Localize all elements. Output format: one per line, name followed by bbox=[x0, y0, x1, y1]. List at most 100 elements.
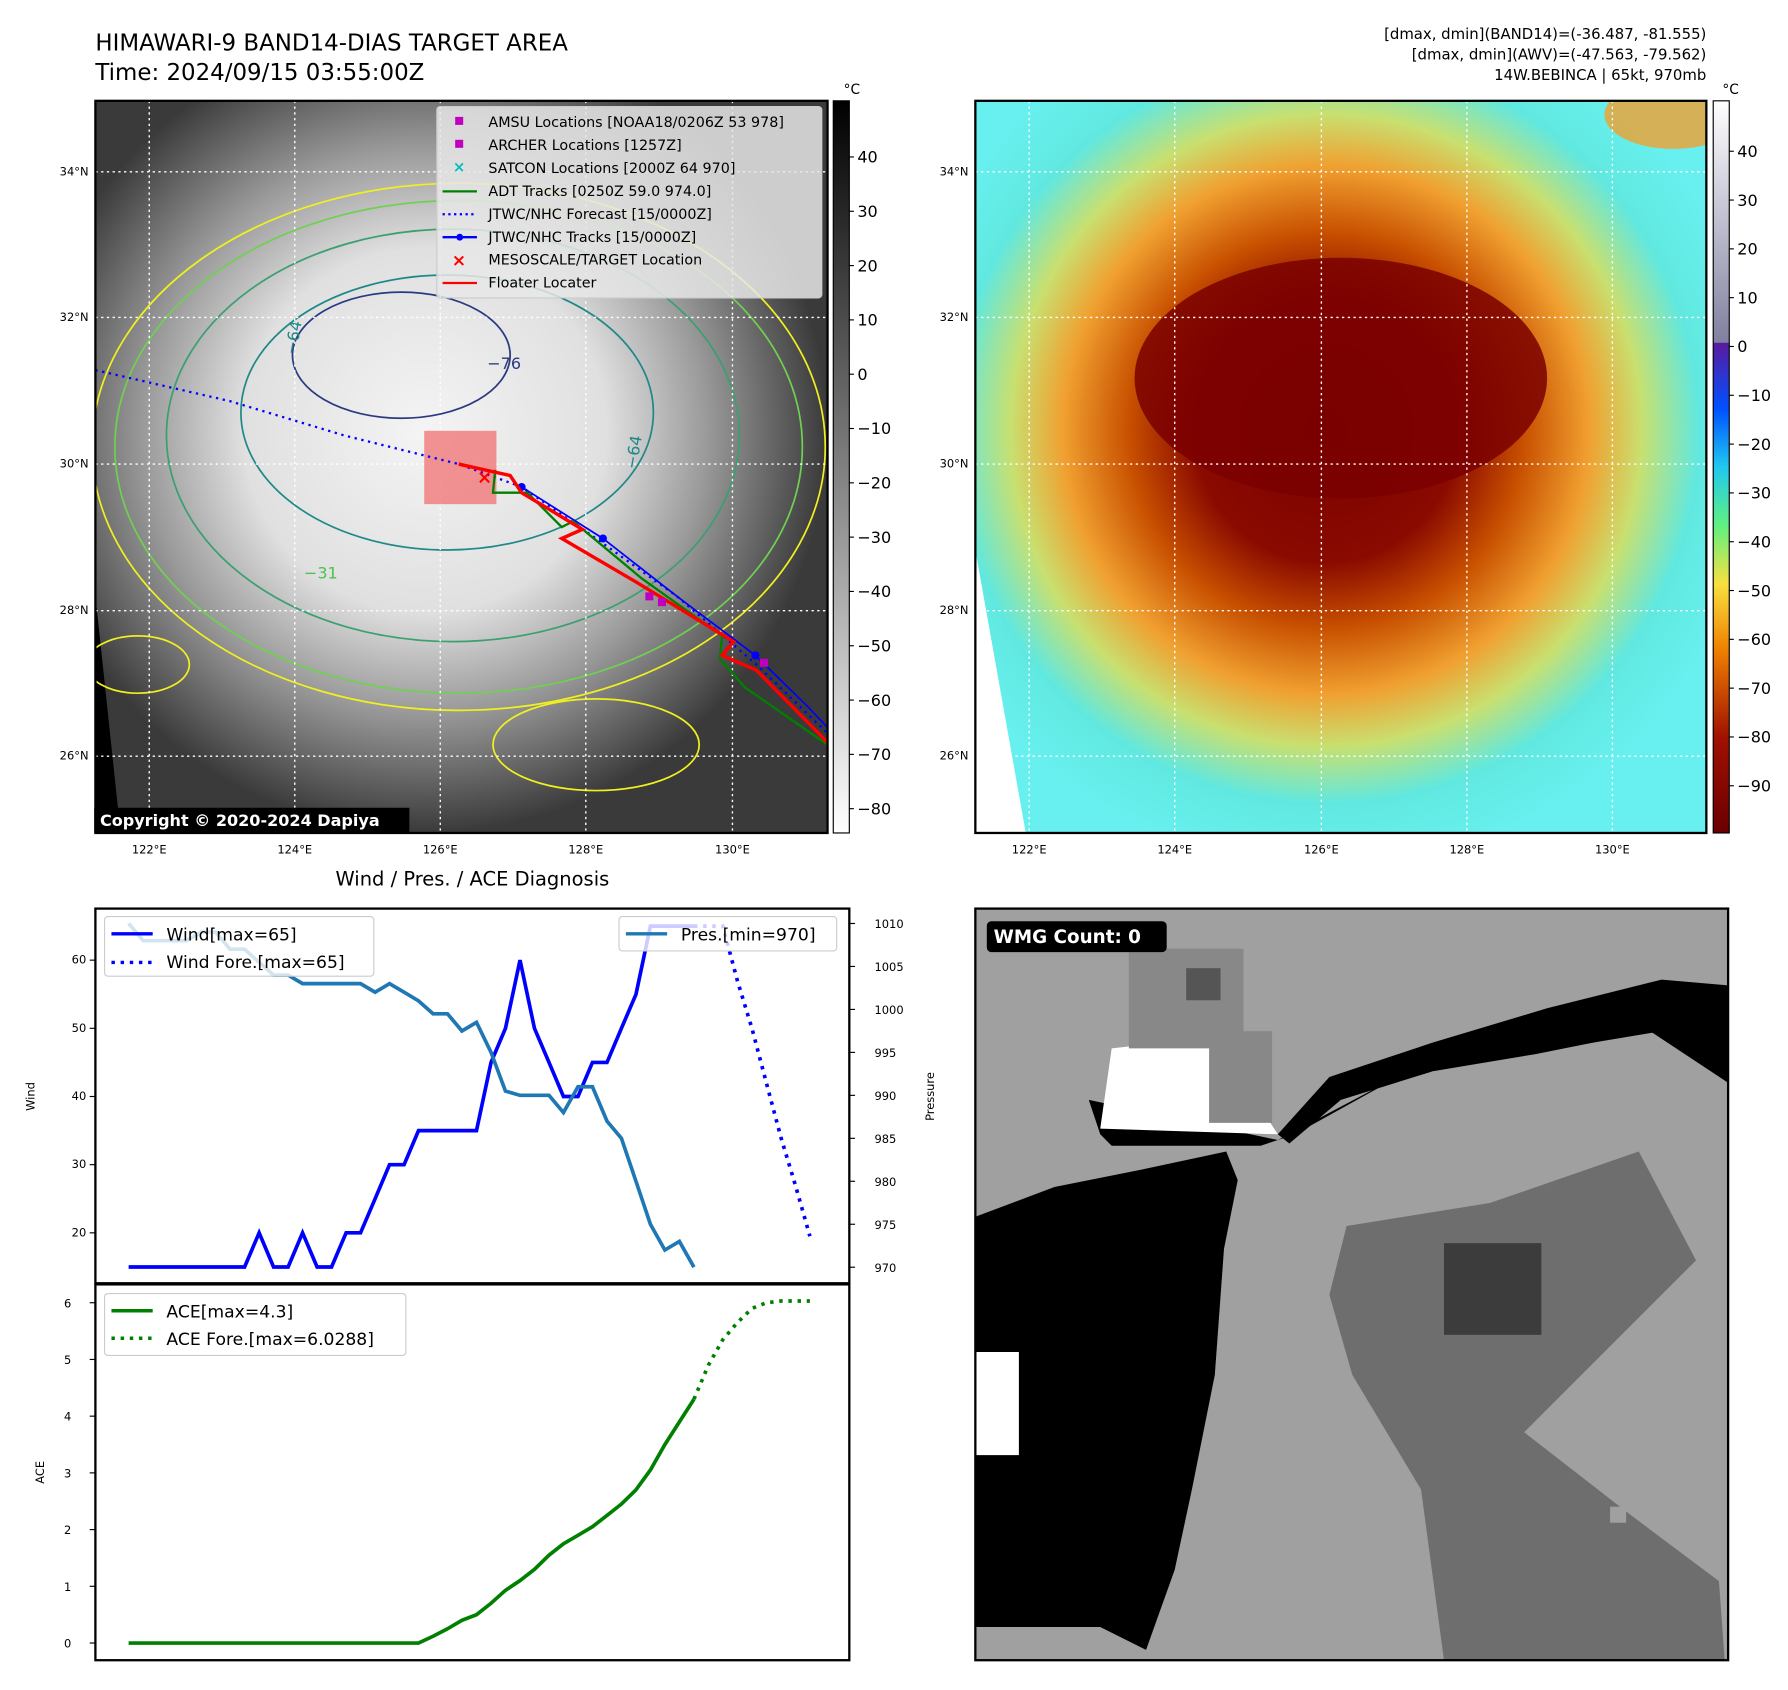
colorbar-left-ticks: 40 30 20 10 0 −10 −20 −30 −40 −50 −60 −70 −80 bbox=[849, 148, 891, 818]
wind-tick-label: 50 bbox=[72, 1021, 87, 1035]
pressure-tick-label: 990 bbox=[875, 1089, 897, 1103]
lat-tick-label: 34°N bbox=[60, 164, 89, 178]
copyright-box bbox=[94, 807, 410, 833]
pressure-tick-label: 1010 bbox=[875, 917, 904, 931]
legend-pressure: Pres.[min=970] bbox=[681, 926, 816, 946]
floater-locater-track bbox=[458, 462, 828, 744]
ace-axis-label: ACE bbox=[33, 1461, 47, 1484]
pressure-tick-label: 1000 bbox=[875, 1003, 904, 1017]
series-ace-fore-line bbox=[692, 1299, 810, 1400]
colorbar-tick-label: −40 bbox=[857, 582, 891, 601]
ace-tick-label: 5 bbox=[64, 1353, 71, 1367]
contour-label: −76 bbox=[487, 354, 521, 373]
pressure-tick-label: 980 bbox=[875, 1175, 897, 1189]
colorbar-left bbox=[832, 100, 850, 834]
colorbar-tick-label: −30 bbox=[857, 528, 891, 547]
lon-tick-label: 130°E bbox=[715, 843, 750, 857]
ace-marks: 0 1 2 3 4 5 6 bbox=[64, 1296, 810, 1651]
legend-ace: ACE[max=4.3] bbox=[166, 1303, 293, 1323]
legend-label: AMSU Locations [NOAA18/0206Z 53 978] bbox=[488, 115, 784, 131]
pressure-tick-label: 995 bbox=[875, 1046, 897, 1060]
awv-map-panel bbox=[975, 100, 1707, 833]
lon-tick-label: 126°E bbox=[1304, 843, 1339, 857]
no-data-area bbox=[95, 100, 121, 833]
lat-tick-label: 26°N bbox=[60, 749, 89, 763]
colorbar-tick-label: −70 bbox=[1737, 679, 1771, 698]
lon-tick-label: 122°E bbox=[132, 843, 167, 857]
legend-ace-forecast: ACE Fore.[max=6.0288] bbox=[166, 1330, 374, 1350]
colorbar-unit-right: °C bbox=[1722, 82, 1738, 98]
colorbar-tick-label: 20 bbox=[1737, 240, 1757, 259]
lat-tick-label: 26°N bbox=[940, 749, 969, 763]
pressure-tick-label: 975 bbox=[875, 1218, 897, 1232]
colorbar-tick-label: −10 bbox=[857, 419, 891, 438]
lat-tick-label: 28°N bbox=[940, 603, 969, 617]
awv-range: [dmax, dmin](AWV)=(-47.563, -79.562) bbox=[1412, 46, 1707, 64]
wind-tick-label: 20 bbox=[72, 1225, 87, 1239]
colorbar-tick-label: −80 bbox=[1737, 728, 1771, 747]
colorbar-tick-label: −90 bbox=[1737, 776, 1771, 795]
target-x-icon: × bbox=[452, 251, 466, 271]
legend-label: JTWC/NHC Tracks [15/0000Z] bbox=[487, 230, 696, 246]
colorbar-tick-label: −50 bbox=[1737, 581, 1771, 600]
colorbar-tick-label: 10 bbox=[1737, 288, 1757, 307]
copyright: Copyright © 2020-2024 Dapiya bbox=[100, 811, 380, 830]
lat-tick-label: 30°N bbox=[60, 456, 89, 470]
series-ace-line bbox=[128, 1398, 696, 1645]
target-location-marker: × bbox=[477, 468, 492, 489]
awv-map-frame bbox=[974, 99, 1708, 835]
legend-label: SATCON Locations [2000Z 64 970] bbox=[488, 161, 735, 177]
ace-tick-label: 3 bbox=[64, 1466, 71, 1480]
ace-tick-label: 6 bbox=[64, 1296, 71, 1310]
map-axis-ticks: 34°N 34°N 32°N 32°N 30°N 30°N 28°N 28°N 26°N 26°N… bbox=[60, 164, 1630, 856]
wmg-count: WMG Count: 0 bbox=[994, 927, 1141, 948]
lat-tick-label: 28°N bbox=[60, 603, 89, 617]
lat-tick-label: 32°N bbox=[60, 310, 89, 324]
colorbar-tick-label: −20 bbox=[1737, 435, 1771, 454]
lon-tick-label: 124°E bbox=[277, 843, 312, 857]
ace-tick-label: 1 bbox=[64, 1580, 71, 1594]
colorbar-tick-label: −60 bbox=[857, 691, 891, 710]
satcon-marker-icon: × bbox=[453, 158, 465, 176]
colorbar-tick-label: 10 bbox=[857, 311, 877, 330]
colorbar-tick-label: 30 bbox=[1737, 191, 1757, 210]
legend-wind-forecast: Wind Fore.[max=65] bbox=[166, 953, 344, 973]
ace-tick-label: 2 bbox=[64, 1523, 71, 1537]
legend-label: Floater Locater bbox=[488, 276, 596, 292]
ace-tick-label: 4 bbox=[64, 1410, 71, 1424]
colorbar-tick-label: −60 bbox=[1737, 630, 1771, 649]
colorbar-right bbox=[1712, 100, 1730, 834]
legend-label: JTWC/NHC Forecast [15/0000Z] bbox=[487, 207, 712, 223]
wind-tick-label: 40 bbox=[72, 1089, 87, 1103]
colorbar-tick-label: −40 bbox=[1737, 532, 1771, 551]
map-legend: × × AMSU Locations [NOAA18/0206Z 53 978]… bbox=[436, 105, 823, 299]
lon-tick-label: 128°E bbox=[568, 843, 603, 857]
pressure-tick-label: 1005 bbox=[875, 960, 904, 974]
colorbar-tick-label: 30 bbox=[857, 202, 877, 221]
legend-label: MESOSCALE/TARGET Location bbox=[488, 253, 702, 269]
colorbar-tick-label: 40 bbox=[1737, 142, 1757, 161]
archer-marker-icon bbox=[455, 139, 464, 148]
legend-wind: Wind[max=65] bbox=[166, 926, 296, 946]
colorbar-tick-label: 0 bbox=[1737, 337, 1747, 356]
ir-map-frame bbox=[94, 99, 829, 835]
pressure-tick-label: 985 bbox=[875, 1132, 897, 1146]
colorbar-tick-label: 40 bbox=[857, 148, 877, 167]
amsu-marker-icon bbox=[455, 116, 464, 125]
diagnosis-title: Wind / Pres. / ACE Diagnosis bbox=[335, 868, 609, 891]
timestamp: Time: 2024/09/15 03:55:00Z bbox=[94, 60, 424, 86]
jtwc-forecast-track bbox=[95, 368, 828, 735]
no-data-area bbox=[975, 100, 1026, 833]
lat-tick-label: 34°N bbox=[940, 164, 969, 178]
wmg-panel: WMG Count: 0 bbox=[974, 907, 1730, 1662]
lon-tick-label: 122°E bbox=[1012, 843, 1047, 857]
ace-tick-label: 0 bbox=[64, 1637, 71, 1651]
jtwc-track bbox=[521, 486, 828, 729]
colorbar-tick-label: 0 bbox=[857, 365, 867, 384]
wind-tick-label: 30 bbox=[72, 1157, 87, 1171]
ace-legend: ACE[max=4.3] ACE Fore.[max=6.0288] bbox=[103, 1292, 407, 1357]
pressure-legend: Pres.[min=970] bbox=[618, 916, 838, 952]
pressure-tick-label: 970 bbox=[875, 1261, 897, 1275]
lat-tick-label: 30°N bbox=[940, 456, 969, 470]
